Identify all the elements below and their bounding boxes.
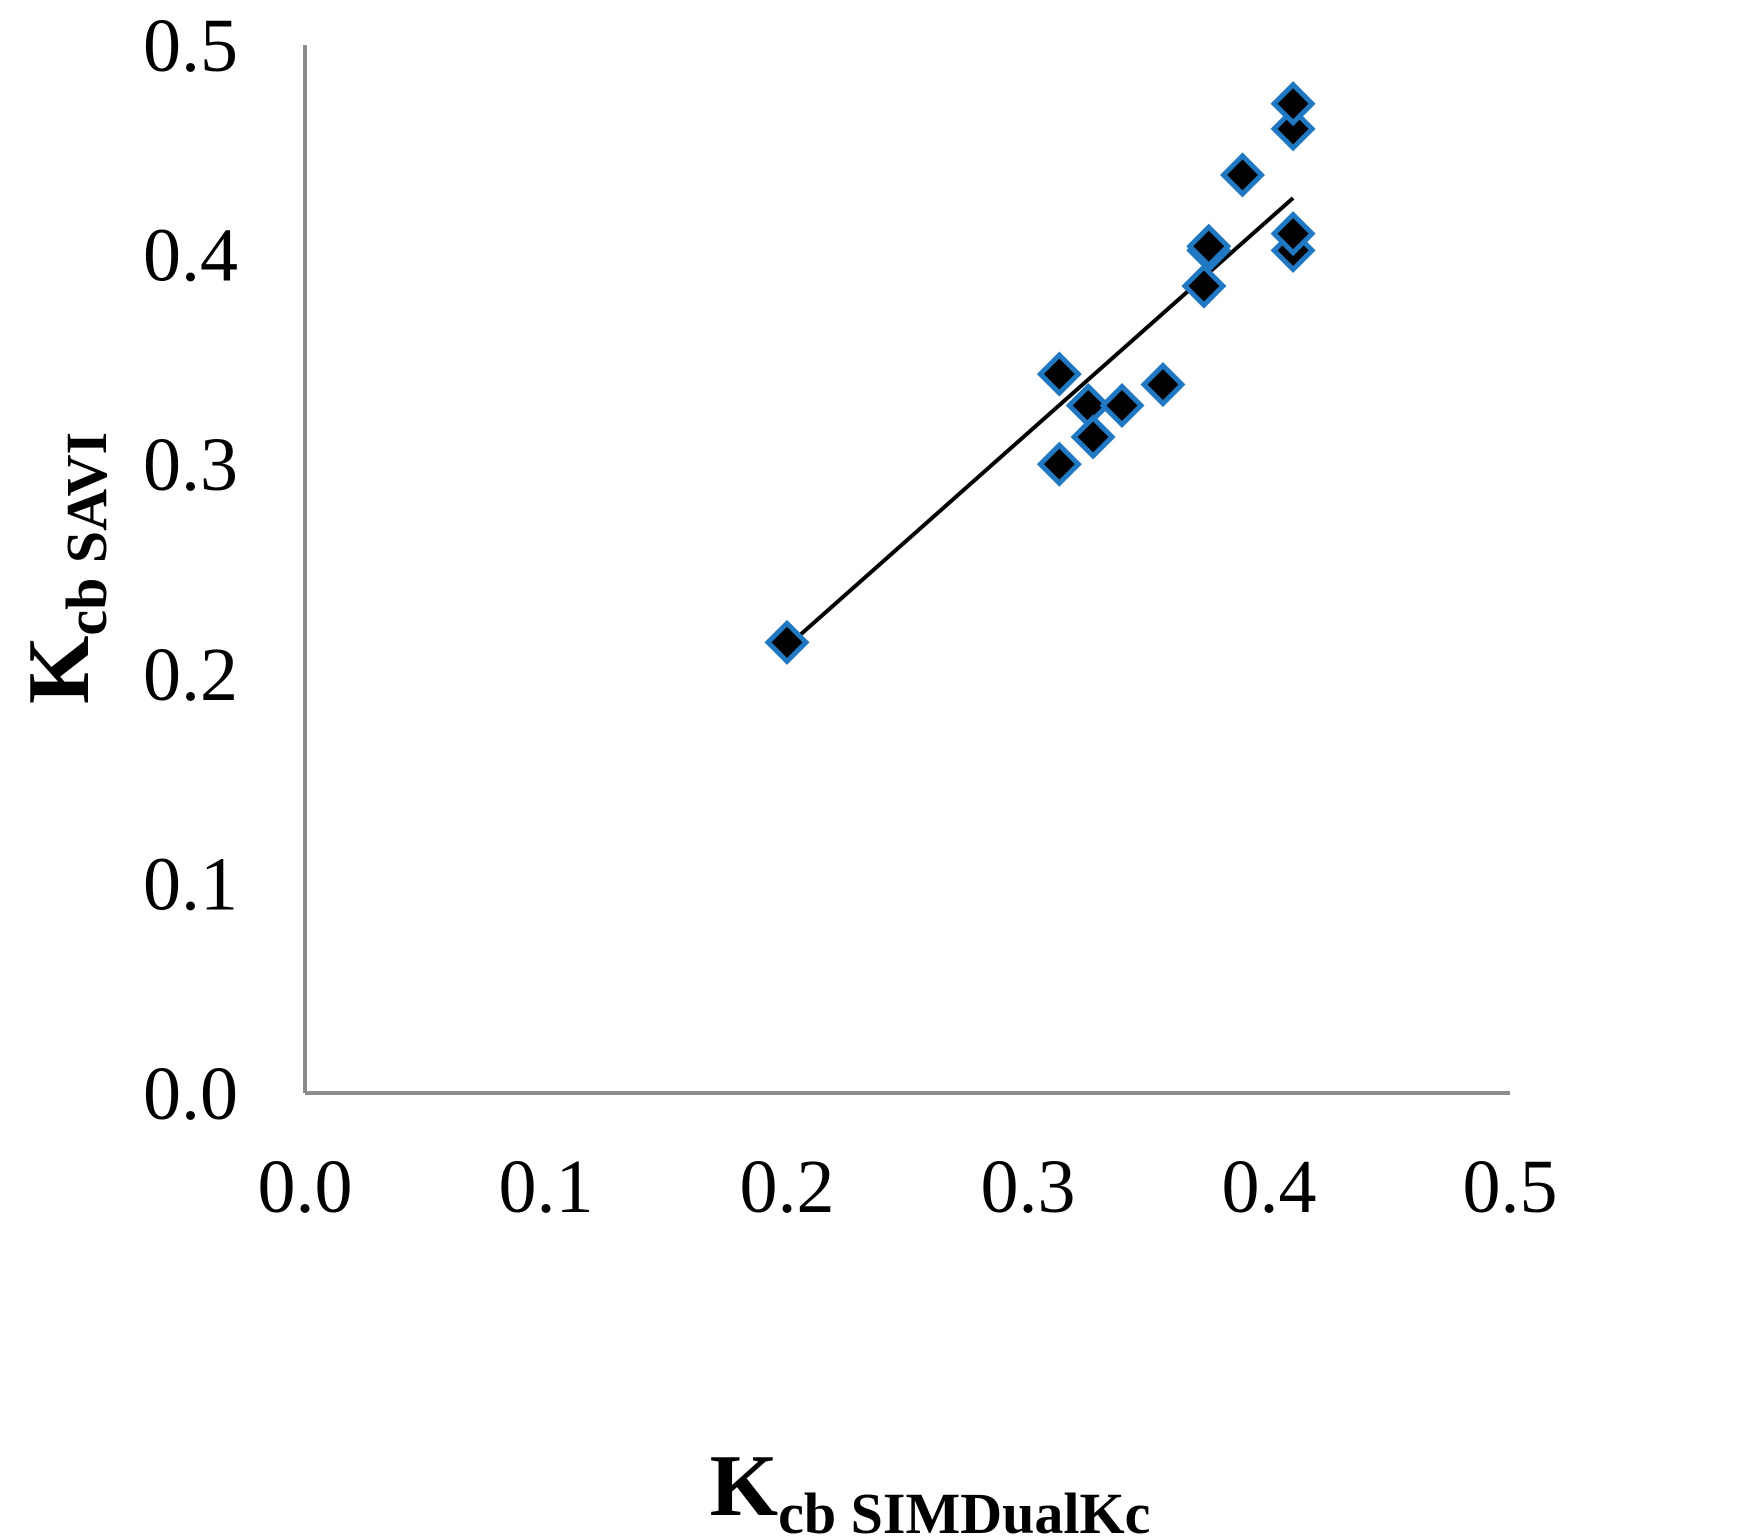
data-point xyxy=(1140,362,1186,408)
trendline-layer xyxy=(785,196,1295,649)
y-tick-label: 0.4 xyxy=(143,214,238,298)
y-tick-labels: 0.0 0.1 0.2 0.3 0.4 0.5 xyxy=(143,4,238,1136)
x-tick-label: 0.0 xyxy=(258,1145,353,1229)
y-axis-title-sub: cb SAVI xyxy=(54,432,119,636)
data-point xyxy=(1181,263,1227,309)
x-axis-title-main: K xyxy=(710,1438,778,1535)
x-tick-label: 0.1 xyxy=(499,1145,594,1229)
data-point xyxy=(1186,223,1232,269)
data-point xyxy=(1270,81,1316,127)
x-tick-label: 0.3 xyxy=(981,1145,1076,1229)
x-axis-title: Kcb SIMDualKc xyxy=(710,1438,1151,1539)
x-tick-label: 0.2 xyxy=(740,1145,835,1229)
y-tick-label: 0.0 xyxy=(143,1052,238,1136)
x-axis-title-sub: cb SIMDualKc xyxy=(778,1481,1150,1539)
y-axis-title-main: K xyxy=(11,636,108,704)
points-layer xyxy=(764,81,1316,665)
y-axis-title: Kcb SAVI xyxy=(11,432,119,704)
data-point xyxy=(1070,414,1116,460)
data-point xyxy=(1219,152,1266,198)
y-tick-label: 0.1 xyxy=(143,842,238,926)
data-point xyxy=(764,619,810,665)
trendline xyxy=(785,196,1295,649)
data-point xyxy=(1270,106,1316,152)
plot-area xyxy=(303,45,1510,1095)
data-point xyxy=(1270,211,1316,257)
y-tick-label: 0.5 xyxy=(143,4,238,88)
data-point xyxy=(1099,382,1145,429)
y-tick-label: 0.2 xyxy=(143,633,238,717)
x-tick-label: 0.5 xyxy=(1463,1145,1558,1229)
y-tick-label: 0.3 xyxy=(143,423,238,507)
x-tick-label: 0.4 xyxy=(1222,1145,1317,1229)
data-point xyxy=(1036,351,1082,397)
x-tick-labels: 0.0 0.1 0.2 0.3 0.4 0.5 xyxy=(258,1145,1558,1229)
data-point xyxy=(1036,441,1082,487)
